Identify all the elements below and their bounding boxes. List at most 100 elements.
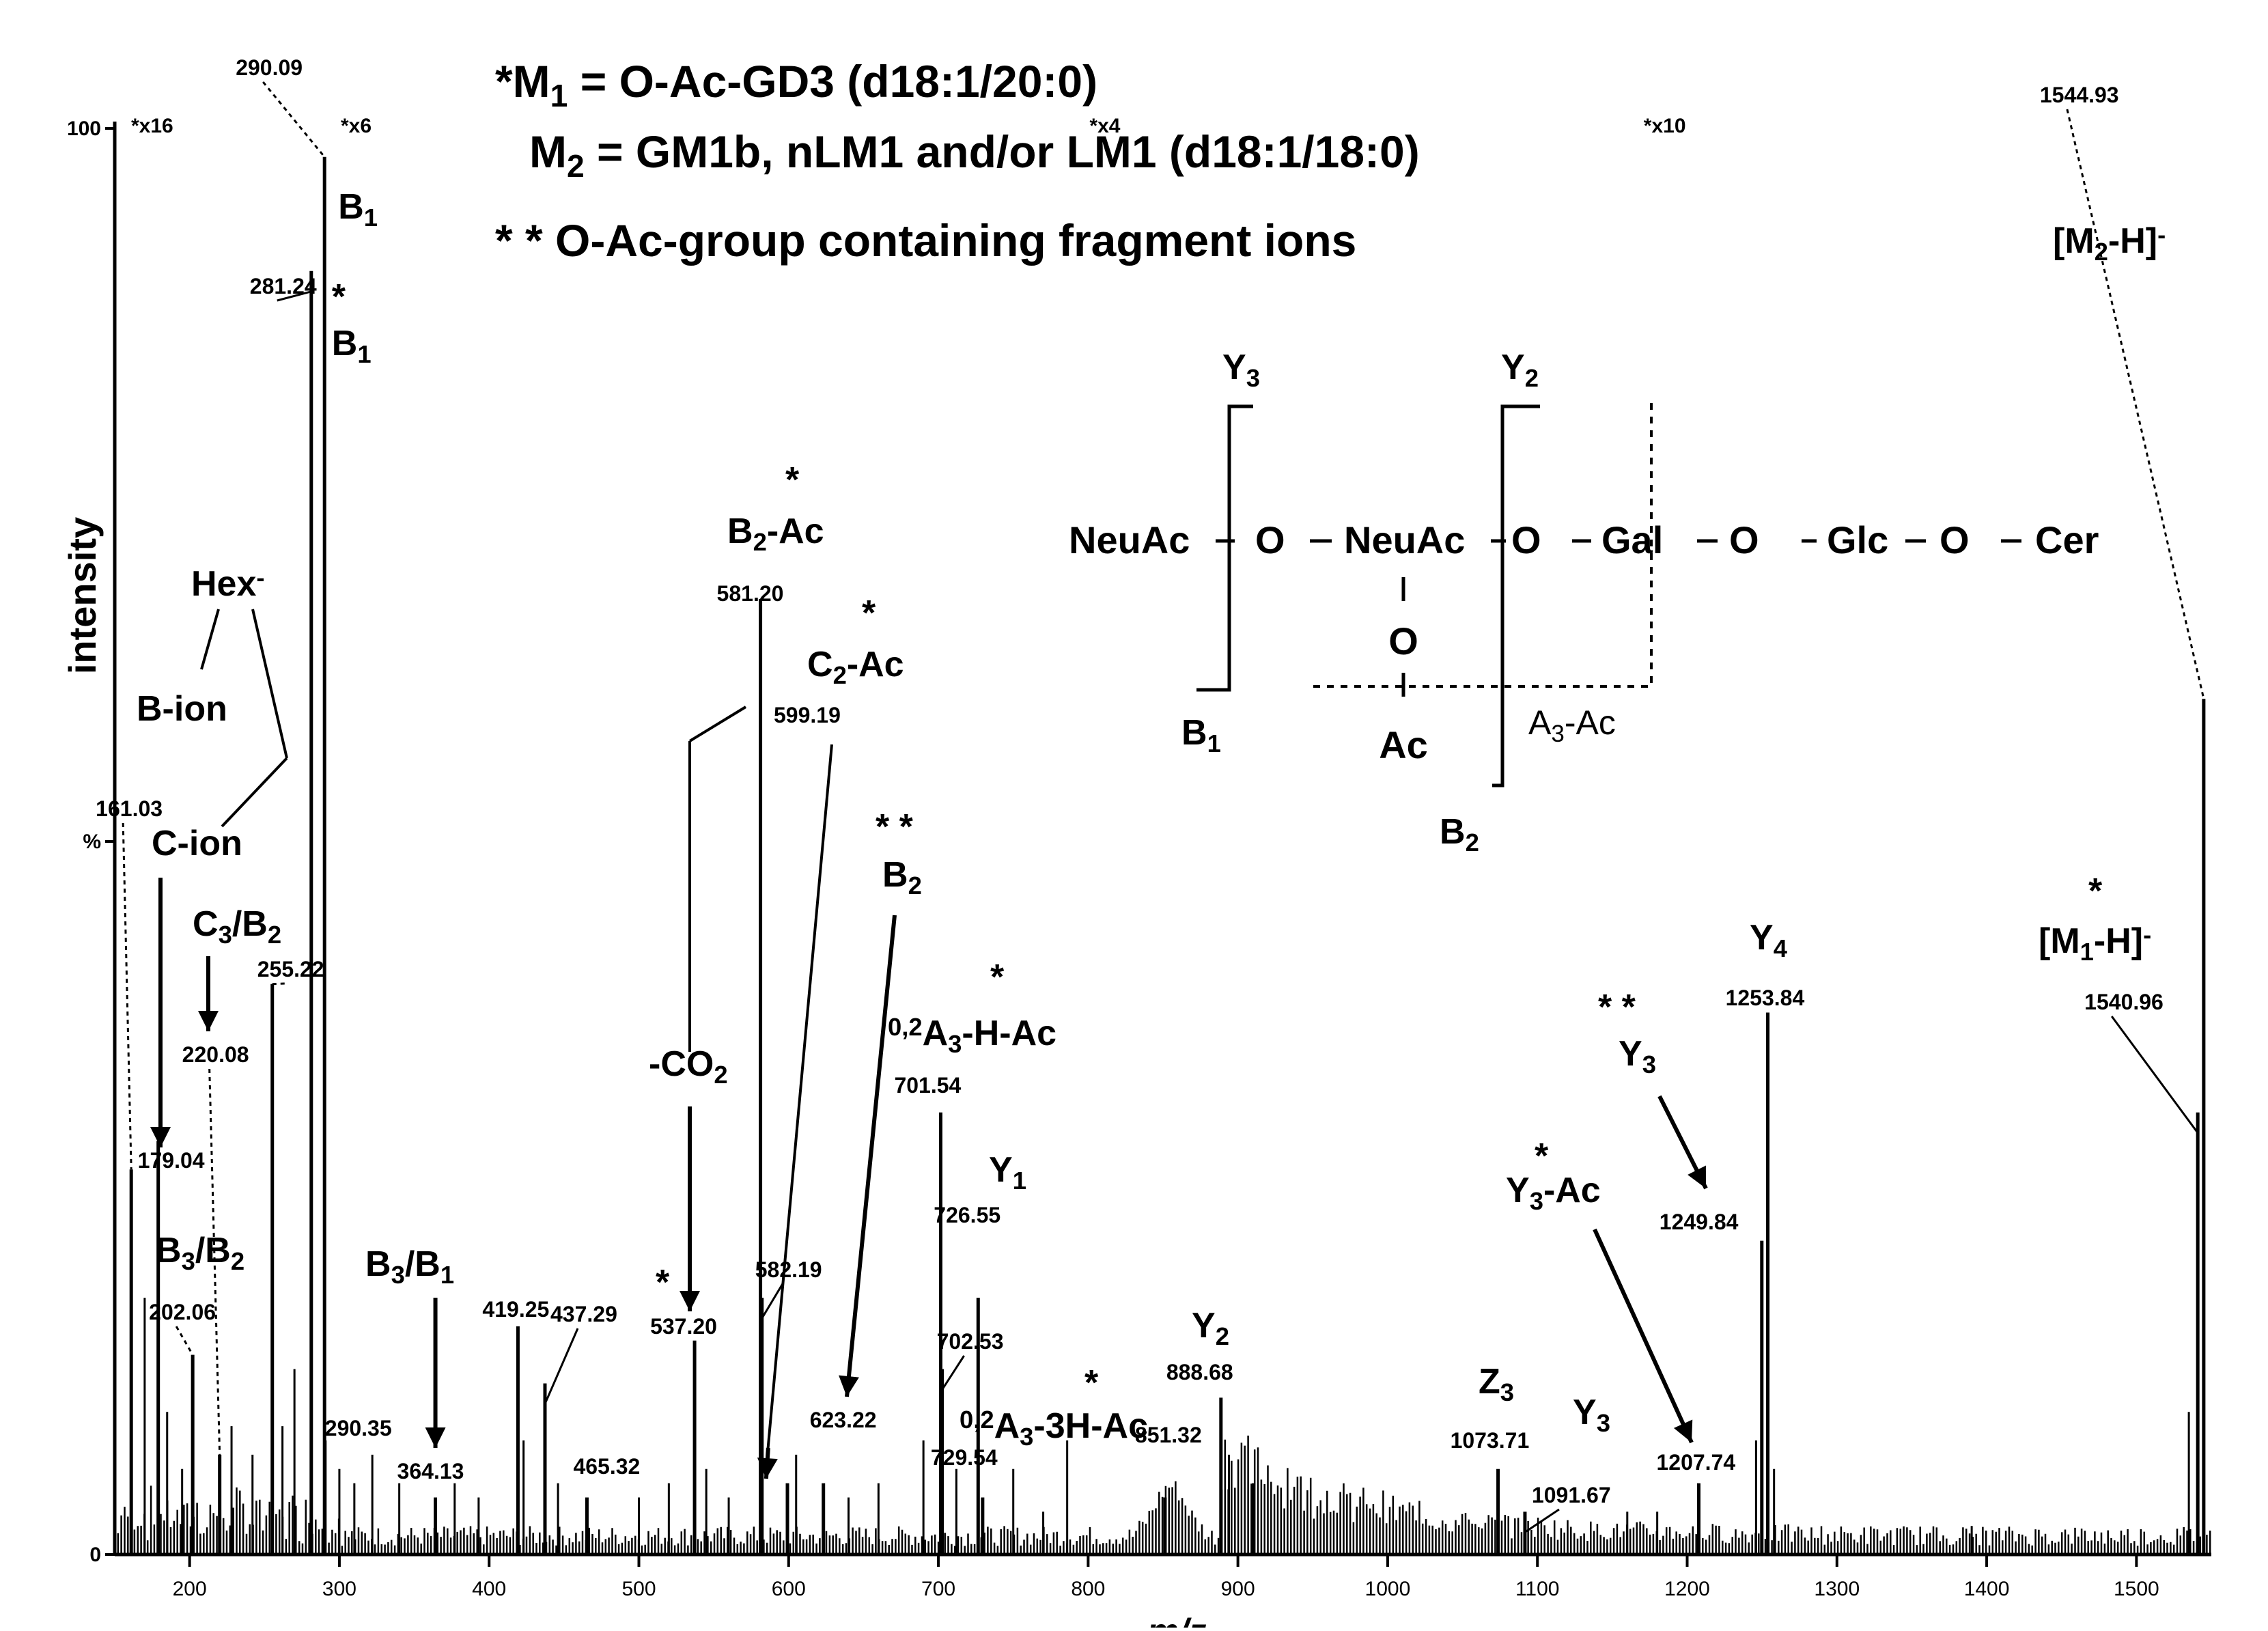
peak-label-1091.67: 1091.67 xyxy=(1532,1483,1611,1507)
peak-label-1540.96: 1540.96 xyxy=(2084,990,2164,1014)
annot-y3: Y3 xyxy=(1573,1393,1610,1437)
structure-o-1: O xyxy=(1255,518,1285,561)
annot-c3-b2: C3/B2 xyxy=(193,904,281,949)
x-axis-label: m/z xyxy=(1147,1612,1207,1628)
x-tick-label-1200: 1200 xyxy=(1664,1578,1710,1600)
annot-b3-b1: B3/B1 xyxy=(365,1244,454,1289)
cleavage-y3-label: Y3 xyxy=(1222,348,1260,392)
peak-leader-1544.93 xyxy=(2066,109,2205,699)
header-m1: *M1 = O-Ac-GD3 (d18:1/20:0) xyxy=(495,56,1097,113)
peak-label-179.04: 179.04 xyxy=(138,1148,205,1173)
peak-label-1073.71: 1073.71 xyxy=(1451,1428,1530,1453)
header-note: * * O-Ac-group containing fragment ions xyxy=(495,215,1356,266)
annot-a3-3h-ac-star: * xyxy=(1084,1363,1099,1403)
peak-label-537.20: 537.20 xyxy=(650,1314,717,1339)
peak-label-851.32: 851.32 xyxy=(1135,1423,1202,1447)
peak-label-1253.84: 1253.84 xyxy=(1726,986,1805,1010)
header-m2: M2 = GM1b, nLM1 and/or LM1 (d18:1/18:0) xyxy=(529,126,1420,184)
annot-m2: [M2-H]- xyxy=(2053,221,2166,266)
annot-b2-arrow xyxy=(845,915,897,1397)
peak-label-726.55: 726.55 xyxy=(934,1203,1000,1227)
x-tick-label-1500: 1500 xyxy=(2114,1578,2159,1600)
peak-label-623.22: 623.22 xyxy=(810,1408,877,1432)
annot-c2-ac-arrow-head xyxy=(757,1458,778,1479)
annot-a3-h-ac-star: * xyxy=(990,958,1005,997)
cleavage-b2-label: B2 xyxy=(1440,812,1479,856)
structure-o-7: O xyxy=(1940,518,1970,561)
annot-m1-star: * xyxy=(2088,872,2103,911)
y-tick-label-1: % xyxy=(83,831,101,853)
peak-label-161.03: 161.03 xyxy=(96,796,163,821)
annot-y3-ac-arrow-head xyxy=(1673,1419,1693,1442)
annot-b3-b1-arrow-head xyxy=(425,1427,446,1448)
structure-glc-6: Glc xyxy=(1827,518,1888,561)
annot-c2-ac: C2-Ac xyxy=(807,645,904,689)
annot-z3: Z3 xyxy=(1479,1362,1514,1406)
peak-leader-220.08 xyxy=(208,1068,221,1455)
structure-neuac-0: NeuAc xyxy=(1069,518,1190,561)
peak-leader-290.09 xyxy=(262,81,326,158)
annot-b2: B2 xyxy=(882,855,922,900)
peak-leader-582.19 xyxy=(761,1283,784,1319)
x-tick-label-500: 500 xyxy=(621,1578,656,1600)
peak-label-702.53: 702.53 xyxy=(937,1329,1004,1354)
x-tick-label-600: 600 xyxy=(772,1578,806,1600)
annot-b2-ac-star: * xyxy=(785,460,800,500)
annot-star-B1-star: * xyxy=(332,277,346,317)
annot-a3-h-ac: 0,2A3-H-Ac xyxy=(888,1013,1056,1058)
peak-label-729.54: 729.54 xyxy=(931,1445,998,1470)
peak-label-1544.93: 1544.93 xyxy=(2040,83,2119,107)
annot-y1: Y1 xyxy=(989,1150,1026,1195)
peak-label-364.13: 364.13 xyxy=(397,1459,464,1483)
annot-a3-3h-ac: 0,2A3-3H-Ac xyxy=(960,1406,1148,1451)
annot-B1: B1 xyxy=(338,187,378,232)
peak-leader-1091.67 xyxy=(1524,1508,1560,1533)
annot-y3-ac-arrow xyxy=(1593,1228,1694,1444)
structure-o-5: O xyxy=(1729,518,1759,561)
y-axis-label: intensity xyxy=(61,517,104,674)
annot-y3-dstar-arrow-head xyxy=(1688,1165,1706,1188)
annot-hex-leader-2 xyxy=(251,609,288,759)
x-tick-label-400: 400 xyxy=(472,1578,506,1600)
x-tick-label-1400: 1400 xyxy=(1964,1578,2010,1600)
cleavage-y2-b2 xyxy=(1492,404,1540,787)
annot-y3-ac-star: * xyxy=(1535,1137,1549,1176)
peak-label-290.35: 290.35 xyxy=(325,1416,392,1440)
annot-co2-arrow-head xyxy=(680,1291,700,1311)
annot-b-ion: B-ion xyxy=(137,689,227,729)
annot-c3-b2-arrow-head xyxy=(198,1011,219,1031)
peak-label-1207.74: 1207.74 xyxy=(1656,1450,1735,1475)
peak-label-220.08: 220.08 xyxy=(182,1042,249,1067)
annot-co2: -CO2 xyxy=(649,1044,728,1089)
cleavage-y2-label: Y2 xyxy=(1501,348,1539,392)
x-tick-label-1000: 1000 xyxy=(1365,1578,1411,1600)
magnification-label-1: *x6 xyxy=(341,115,372,137)
cleavage-y3-b1 xyxy=(1196,404,1253,692)
peak-label-581.20: 581.20 xyxy=(717,581,784,606)
x-tick-label-900: 900 xyxy=(1221,1578,1255,1600)
annot-hex: Hex- xyxy=(191,563,265,604)
peak-label-465.32: 465.32 xyxy=(573,1454,640,1479)
y-tick-label-0: 100 xyxy=(67,117,101,140)
x-tick-label-800: 800 xyxy=(1071,1578,1105,1600)
y-tick-label-2: 0 xyxy=(89,1544,101,1566)
peak-leader-202.06 xyxy=(175,1326,194,1356)
structure-cer-8: Cer xyxy=(2035,518,2099,561)
structure-branch-o: O xyxy=(1388,619,1418,663)
annot-y3-ac: Y3-Ac xyxy=(1506,1171,1601,1215)
annot-y3-dstar-label: Y3 xyxy=(1619,1034,1656,1078)
cleavage-a3-ac-label: A3-Ac xyxy=(1528,703,1616,747)
peak-label-419.25: 419.25 xyxy=(482,1297,549,1322)
annot-m1: [M1-H]- xyxy=(2039,921,2151,966)
x-tick-label-1300: 1300 xyxy=(1814,1578,1860,1600)
annot-c2-ac-star: * xyxy=(862,594,876,633)
annot-b2-ac: B2-Ac xyxy=(727,512,824,556)
magnification-label-3: *x10 xyxy=(1644,115,1686,137)
annot-y2: Y2 xyxy=(1192,1306,1229,1350)
x-tick-label-300: 300 xyxy=(322,1578,356,1600)
baseline-noise xyxy=(113,1435,2211,1555)
annot-b2-arrow-head xyxy=(839,1375,859,1397)
annot-c-ion-arrow-head xyxy=(150,1127,171,1147)
